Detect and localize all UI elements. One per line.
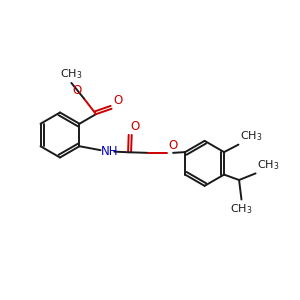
Text: O: O <box>72 84 82 97</box>
Text: CH$_3$: CH$_3$ <box>240 129 263 143</box>
Text: O: O <box>130 120 140 133</box>
Text: CH$_3$: CH$_3$ <box>60 68 82 81</box>
Text: CH$_3$: CH$_3$ <box>257 158 280 172</box>
Text: CH$_3$: CH$_3$ <box>230 202 253 216</box>
Text: O: O <box>113 94 123 107</box>
Text: NH: NH <box>101 145 118 158</box>
Text: O: O <box>169 139 178 152</box>
